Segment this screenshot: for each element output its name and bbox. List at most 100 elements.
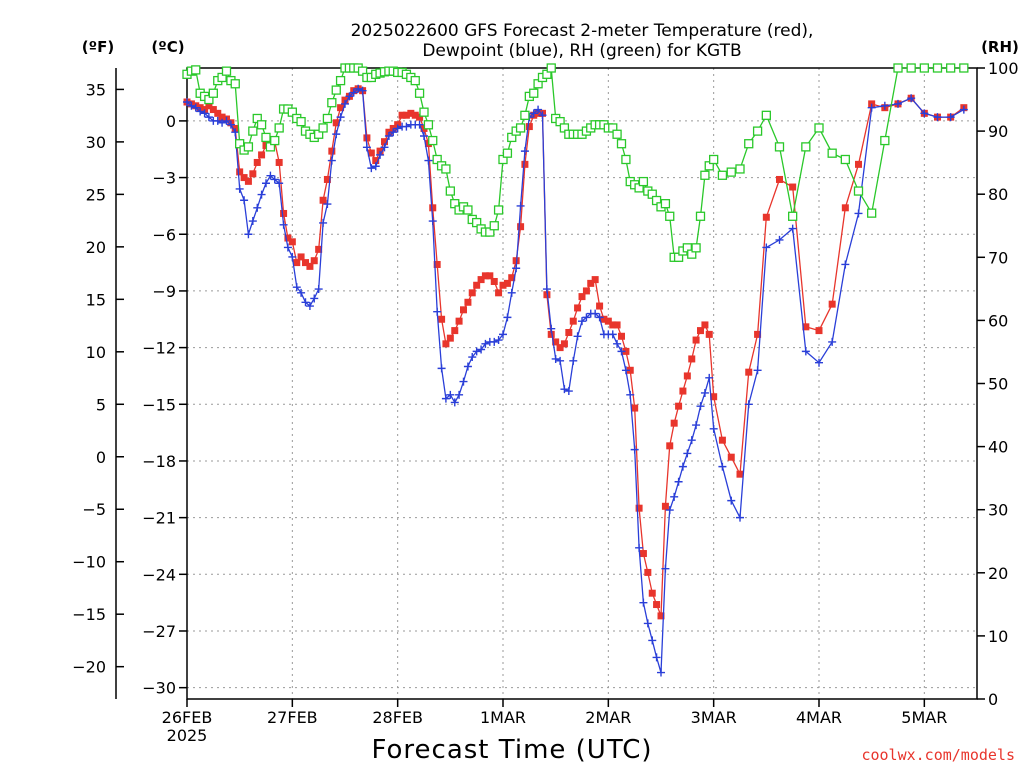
dewpoint-point (534, 105, 543, 114)
rh-point (191, 65, 201, 75)
rh-point (248, 126, 258, 136)
rh-point (489, 221, 499, 231)
dewpoint-point (643, 619, 652, 628)
dewpoint-point (569, 356, 578, 365)
temperature-point (841, 204, 849, 212)
rh-point (814, 123, 824, 133)
temperature-point (438, 315, 446, 323)
temperature-point (618, 332, 625, 340)
temperature-point (745, 368, 753, 376)
temperature-point (754, 330, 762, 338)
temperature-point (205, 102, 213, 110)
dewpoint-point (775, 235, 784, 244)
fahrenheit-tick-label: 30 (86, 133, 106, 152)
temperature-point (609, 321, 617, 329)
temperature-point (209, 106, 217, 114)
dewpoint-point (204, 113, 213, 122)
rh-tick-label: 50 (988, 375, 1008, 394)
dewpoint-point (459, 377, 468, 386)
temperature-point (508, 274, 516, 282)
celsius-tick-label: −24 (142, 565, 176, 584)
temperature-point (591, 276, 599, 284)
dewpoint-point (815, 358, 823, 367)
rh-point (660, 199, 671, 209)
celsius-unit-label: (ºC) (151, 38, 184, 56)
dewpoint-point (613, 339, 622, 348)
temperature-point (556, 344, 564, 352)
rh-point (612, 129, 622, 139)
temperature-point (789, 183, 797, 191)
rh-point (801, 142, 811, 152)
dewpoint-point (327, 156, 336, 165)
rh-point (695, 211, 706, 221)
temperature-point (288, 238, 296, 246)
dewpoint-point (560, 385, 569, 394)
dewpoint-point (218, 118, 227, 127)
rh-point (515, 123, 526, 133)
dewpoint-point (678, 462, 687, 471)
dewpoint-point (283, 243, 292, 252)
rh-point (752, 126, 763, 136)
data-series (182, 63, 969, 677)
dewpoint-point (621, 366, 630, 375)
temperature-point (574, 304, 582, 312)
rh-tick-label: 70 (988, 248, 1008, 267)
temperature-point (657, 612, 665, 620)
dewpoint-point (564, 387, 573, 396)
temperature-point (578, 293, 586, 301)
dewpoint-point (314, 285, 323, 294)
rh-point (853, 186, 864, 196)
temperature-point (214, 109, 222, 117)
dewpoint-point (538, 111, 547, 120)
temperature-point (455, 317, 463, 325)
dewpoint-point (516, 201, 525, 210)
temperature-point (315, 245, 323, 253)
x-tick-label: 2MAR (585, 708, 631, 727)
dewpoint-point (222, 116, 231, 125)
rh-point (428, 135, 438, 146)
rh-point (919, 63, 929, 73)
temperature-point (815, 327, 823, 335)
celsius-tick-label: −15 (142, 395, 176, 414)
temperature-point (332, 119, 340, 127)
temperature-point (499, 281, 507, 289)
rh-point (638, 176, 649, 187)
temperature-point (503, 279, 511, 287)
celsius-tick-label: −3 (152, 169, 176, 188)
rh-tick-label: 10 (988, 627, 1008, 646)
rh-point (261, 132, 271, 143)
dewpoint-point (455, 390, 464, 399)
dewpoint-point (477, 345, 486, 354)
credit-label: coolwx.com/models (861, 746, 1015, 764)
rh-point (700, 170, 710, 180)
temperature-point (622, 347, 630, 355)
rh-point (493, 205, 504, 215)
temperature-point (240, 174, 248, 182)
dewpoint-point (692, 421, 701, 430)
rh-point (735, 164, 745, 174)
dewpoint-series (183, 84, 968, 677)
temperature-point (460, 306, 467, 314)
rh-tick-label: 60 (988, 311, 1008, 330)
axes (115, 67, 985, 707)
dewpoint-point (520, 147, 529, 156)
rh-point (331, 85, 341, 95)
rh-point (463, 205, 473, 215)
temperature-point (666, 442, 674, 450)
rh-point (410, 75, 420, 86)
temperature-point (604, 317, 612, 325)
dewpoint-point (332, 130, 341, 139)
celsius-tick-label: −12 (142, 339, 176, 358)
temperature-point (328, 147, 336, 155)
temperature-point (473, 281, 481, 289)
dewpoint-point (556, 356, 565, 365)
dewpoint-point (894, 99, 902, 108)
dewpoint-point (718, 462, 727, 471)
dewpoint-point (424, 156, 433, 165)
temperature-point (367, 149, 375, 157)
rh-tick-label: 0 (988, 690, 998, 709)
dewpoint-point (657, 668, 665, 677)
rh-tick-label: 30 (988, 501, 1008, 520)
dewpoint-point (389, 128, 398, 137)
